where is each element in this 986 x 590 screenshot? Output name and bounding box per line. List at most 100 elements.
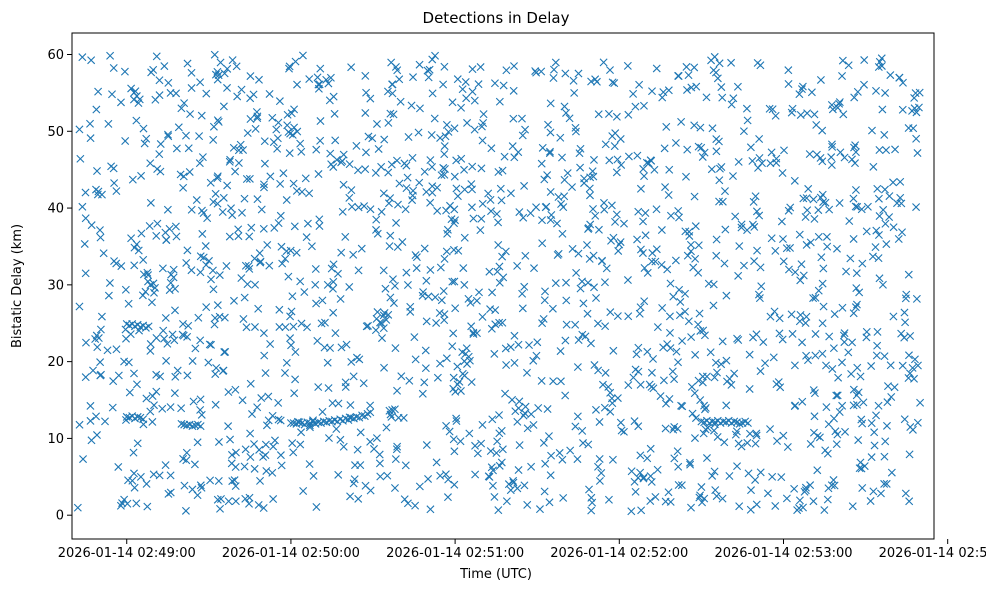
data-point-clutter xyxy=(624,110,633,119)
data-point-clutter xyxy=(87,56,96,65)
data-point-clutter xyxy=(629,373,638,382)
data-point-clutter xyxy=(262,421,271,430)
data-point-clutter xyxy=(116,501,125,510)
data-point-clutter xyxy=(709,301,718,310)
data-point-clutter xyxy=(81,373,90,382)
data-point-clutter xyxy=(835,199,844,208)
data-point-clutter xyxy=(743,116,752,125)
data-point-clutter xyxy=(281,323,290,332)
data-point-clutter xyxy=(485,267,494,276)
data-point-clutter xyxy=(270,223,279,232)
data-point-clutter xyxy=(887,392,896,401)
data-point-clutter xyxy=(777,217,786,226)
data-point-clutter xyxy=(729,94,738,103)
data-point-clutter xyxy=(476,226,485,235)
data-point-clutter xyxy=(491,320,500,329)
data-point-clutter xyxy=(326,344,335,352)
data-point-clutter xyxy=(332,425,341,433)
data-point-clutter xyxy=(607,201,616,210)
data-point-clutter xyxy=(488,288,497,297)
data-point-clutter xyxy=(795,317,804,326)
data-point-clutter xyxy=(356,428,365,437)
data-point-clutter xyxy=(715,176,724,185)
data-point-clutter xyxy=(652,245,661,254)
data-point-clutter xyxy=(272,125,281,134)
data-point-clutter xyxy=(818,279,827,288)
data-point-clutter xyxy=(784,265,793,274)
data-point-clutter xyxy=(730,369,739,378)
data-point-clutter xyxy=(171,306,179,315)
data-point-clutter xyxy=(460,165,469,174)
data-point-clutter xyxy=(246,72,255,81)
data-point-clutter xyxy=(706,348,715,357)
data-point-clutter xyxy=(896,177,905,186)
data-point-clutter xyxy=(700,331,709,340)
data-point-clutter xyxy=(803,109,812,118)
data-point-clutter xyxy=(130,88,139,97)
data-point-clutter xyxy=(766,425,775,434)
data-point-clutter xyxy=(867,419,876,428)
data-point-clutter xyxy=(296,277,305,286)
data-point-clutter xyxy=(347,186,356,195)
data-point-clutter xyxy=(614,246,623,255)
data-point-clutter xyxy=(636,303,645,312)
data-point-clutter xyxy=(709,280,718,289)
data-point-clutter xyxy=(328,399,337,408)
data-point-clutter xyxy=(520,181,529,190)
data-point-clutter xyxy=(790,361,799,370)
data-point-clutter xyxy=(722,401,731,410)
data-point-clutter xyxy=(688,409,697,418)
data-point-clutter xyxy=(377,162,386,171)
data-point-clutter xyxy=(470,125,479,134)
data-point-clutter xyxy=(253,114,262,123)
data-point-clutter xyxy=(825,205,834,214)
data-point-clutter xyxy=(710,467,719,476)
data-point-clutter xyxy=(753,246,762,255)
data-point-clutter xyxy=(442,247,451,256)
data-point-clutter xyxy=(664,191,673,199)
data-point-clutter xyxy=(73,503,82,512)
data-point-clutter xyxy=(691,222,700,231)
data-point-clutter xyxy=(161,461,170,470)
data-point-clutter xyxy=(849,234,858,243)
data-point-clutter xyxy=(804,184,813,193)
data-point-clutter xyxy=(735,502,744,511)
data-point-clutter xyxy=(364,321,372,330)
data-point-clutter xyxy=(460,371,469,380)
data-point-clutter xyxy=(221,347,230,356)
data-point-clutter xyxy=(210,320,219,329)
data-point-clutter xyxy=(138,291,147,300)
data-point-clutter xyxy=(339,180,348,189)
data-point-clutter xyxy=(339,442,348,451)
data-point-clutter xyxy=(180,481,189,490)
data-point-clutter xyxy=(173,366,182,375)
data-point-clutter xyxy=(748,156,757,165)
data-point-clutter xyxy=(303,219,312,228)
data-point-clutter xyxy=(467,180,476,189)
data-point-clutter xyxy=(683,85,692,94)
data-point-clutter xyxy=(494,168,503,176)
data-point-clutter xyxy=(415,104,424,113)
data-point-clutter xyxy=(185,167,194,176)
data-point-clutter xyxy=(388,89,397,98)
data-point-clutter xyxy=(694,320,703,329)
data-point-clutter xyxy=(490,349,499,358)
data-point-clutter xyxy=(187,266,196,275)
data-point-clutter xyxy=(831,427,840,436)
data-point-clutter xyxy=(316,136,325,145)
data-point-clutter xyxy=(649,354,658,363)
data-point-clutter xyxy=(146,159,155,168)
data-point-clutter xyxy=(712,492,721,501)
data-point-clutter xyxy=(218,208,227,217)
x-tick-label: 2026-01-14 02:50:00 xyxy=(222,546,360,561)
data-point-clutter xyxy=(502,66,511,75)
data-point-clutter xyxy=(300,288,309,297)
data-point-clutter xyxy=(137,229,146,238)
x-axis: 2026-01-14 02:49:00 2026-01-14 02:50:00 20… xyxy=(58,539,986,561)
data-point-clutter xyxy=(420,378,429,387)
data-point-clutter xyxy=(163,205,172,214)
data-point-clutter xyxy=(197,410,206,419)
data-point-clutter xyxy=(881,88,890,97)
data-point-clutter xyxy=(500,152,509,161)
data-point-clutter xyxy=(712,135,721,144)
